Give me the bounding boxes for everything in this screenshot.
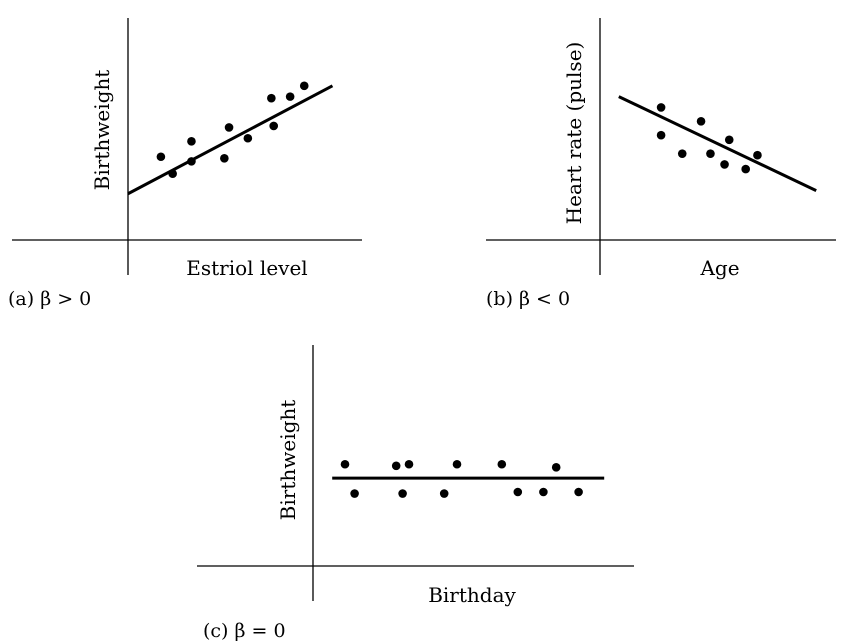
panel-c-point-12: [574, 487, 583, 497]
panel-b-fit-line: [618, 95, 817, 193]
panel-c-point-1: [340, 459, 350, 469]
panel-c-point-3: [391, 461, 401, 471]
panel-c: Birthday Birthweight (c) β = 0: [197, 345, 634, 642]
panel-a-point-8: [269, 121, 279, 131]
panel-c-point-2: [350, 489, 359, 498]
panel-c-point-11: [551, 463, 561, 472]
panel-a-point-7: [243, 133, 253, 143]
panel-a-point-1: [156, 152, 166, 162]
panel-a-points: [156, 81, 309, 179]
panel-b-point-5: [706, 149, 715, 158]
panel-b-point-1: [656, 103, 666, 112]
panel-c-point-10: [539, 487, 548, 497]
panel-b: Age Heart rate (pulse) (b) β < 0: [486, 18, 836, 310]
panel-c-point-9: [513, 487, 523, 497]
panel-b-point-4: [696, 116, 706, 126]
panel-b-point-8: [741, 164, 750, 174]
panel-c-point-7: [452, 459, 462, 469]
panel-c-point-5: [404, 459, 414, 469]
panel-a-point-5: [220, 153, 229, 163]
panel-a-x-label: Estriol level: [186, 256, 307, 280]
panel-b-point-9: [753, 150, 762, 160]
panel-c-x-label: Birthday: [428, 583, 516, 607]
panel-a-point-9: [267, 93, 276, 103]
panel-a-caption: (a) β > 0: [8, 288, 91, 310]
panel-b-point-7: [720, 160, 729, 169]
panel-b-point-3: [677, 149, 687, 158]
panel-a-y-label: Birthweight: [90, 70, 114, 191]
panel-a: Estriol level Birthweight (a) β > 0: [8, 18, 362, 310]
panel-b-caption: (b) β < 0: [486, 288, 570, 310]
panel-c-point-4: [398, 489, 407, 498]
panel-b-point-6: [724, 135, 734, 145]
panel-c-y-label: Birthweight: [276, 400, 300, 521]
panel-c-point-8: [497, 459, 507, 469]
panel-b-y-label: Heart rate (pulse): [562, 42, 586, 225]
panel-c-points: [340, 459, 583, 498]
panel-a-fit-line: [127, 84, 334, 196]
panel-a-point-11: [299, 81, 309, 91]
panel-c-caption: (c) β = 0: [203, 620, 286, 642]
panel-a-point-10: [285, 92, 295, 101]
panel-a-point-6: [224, 123, 234, 132]
panel-a-point-4: [187, 137, 196, 146]
panel-c-point-6: [439, 489, 449, 498]
panel-b-points: [656, 103, 762, 174]
panel-b-x-label: Age: [699, 256, 739, 280]
panel-b-point-2: [656, 130, 666, 140]
